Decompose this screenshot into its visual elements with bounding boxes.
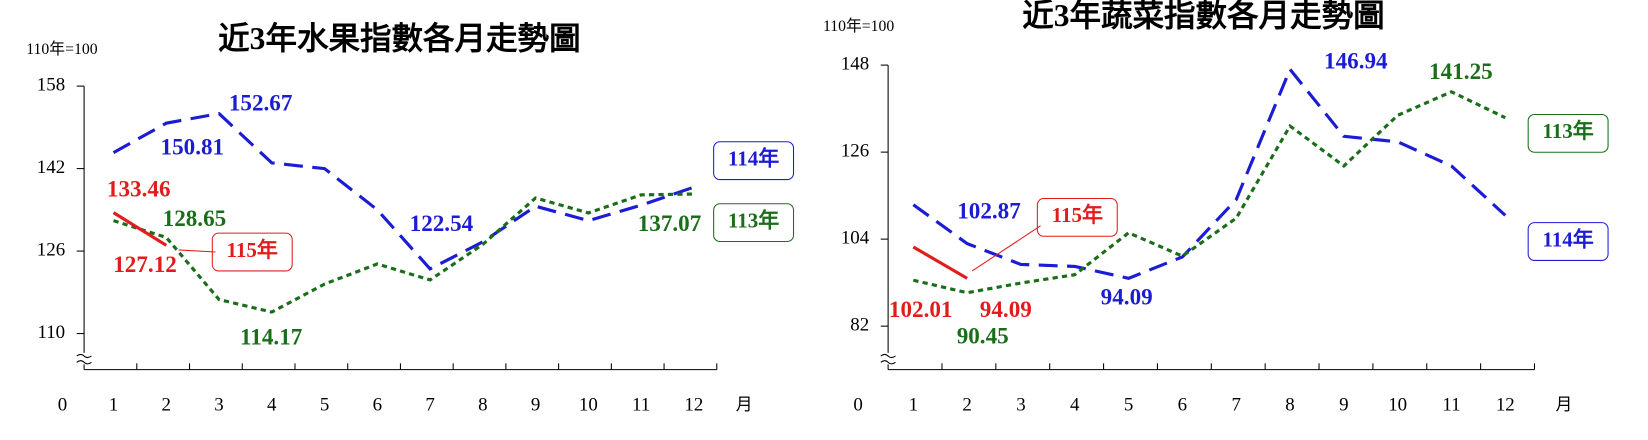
legend-box <box>713 203 795 243</box>
x-tick-label: 12 <box>1496 395 1515 416</box>
unit-label: 110年=100 <box>26 40 97 58</box>
x-tick-label: 2 <box>162 395 171 416</box>
x-tick-label: 10 <box>1388 395 1407 416</box>
y-tick-label: 126 <box>37 239 65 260</box>
legend-label: 115年 <box>1052 203 1103 227</box>
x-tick-label: 8 <box>1285 395 1294 416</box>
y-tick-label: 158 <box>37 74 65 95</box>
x-tick-label: 8 <box>478 395 487 416</box>
legend-label: 114年 <box>728 147 779 171</box>
x-tick-label: 3 <box>214 395 223 416</box>
x-tick-label: 7 <box>425 395 434 416</box>
y-tick-label: 104 <box>841 227 870 248</box>
data-label: 152.67 <box>229 89 293 115</box>
chart-title: 近3年蔬菜指數各月走勢圖 <box>1022 0 1384 33</box>
series-line <box>113 192 694 314</box>
y-tick-label: 126 <box>841 140 869 161</box>
chart-title: 近3年水果指數各月走勢圖 <box>218 20 580 56</box>
x-tick-label: 10 <box>579 395 598 416</box>
data-label: 150.81 <box>161 133 225 159</box>
x-tick-label: 6 <box>1178 395 1187 416</box>
data-label: 102.87 <box>957 197 1021 223</box>
x-tick-label: 1 <box>909 395 918 416</box>
x-tick-label: 1 <box>109 395 118 416</box>
legend-label: 113年 <box>1542 119 1593 143</box>
axis-break <box>76 353 92 365</box>
legend-label: 115年 <box>227 238 278 262</box>
x-unit: 月 <box>736 395 753 414</box>
data-label: 102.01 <box>889 296 953 322</box>
series-line <box>912 245 968 280</box>
data-label: 94.09 <box>980 296 1032 322</box>
x-tick-label: 5 <box>320 395 329 416</box>
axis-break <box>880 353 896 365</box>
data-label: 133.46 <box>107 175 171 201</box>
data-label: 90.45 <box>957 322 1009 348</box>
legend-label: 114年 <box>1542 227 1593 251</box>
data-label: 137.07 <box>638 210 702 236</box>
legend-leader <box>178 249 216 253</box>
x-tick-label: 11 <box>1442 395 1460 416</box>
series-line <box>912 90 1506 295</box>
data-label: 114.17 <box>240 323 302 349</box>
x-tick-label: 6 <box>373 395 382 416</box>
legend-label: 113年 <box>728 208 779 232</box>
legend-box <box>1036 197 1118 237</box>
series-line <box>912 66 1507 280</box>
x-tick-label: 3 <box>1016 395 1025 416</box>
legend-box <box>713 141 795 181</box>
x-tick-label: 9 <box>531 395 540 416</box>
x-tick-label: 7 <box>1231 395 1240 416</box>
data-label: 127.12 <box>113 251 177 277</box>
unit-label: 110年=100 <box>823 17 894 35</box>
origin-label: 0 <box>853 395 862 416</box>
y-tick-label: 142 <box>37 157 65 178</box>
x-tick-label: 2 <box>962 395 971 416</box>
y-tick-label: 148 <box>841 53 869 74</box>
x-tick-label: 4 <box>267 395 277 416</box>
legend-box <box>1527 113 1609 153</box>
x-tick-label: 12 <box>684 395 703 416</box>
origin-label: 0 <box>58 395 67 416</box>
data-label: 122.54 <box>410 210 474 236</box>
legend-leader <box>971 225 1041 272</box>
series-line <box>112 111 695 271</box>
y-tick-label: 110 <box>37 322 65 343</box>
legend-box <box>1527 222 1609 261</box>
x-tick-label: 11 <box>632 395 650 416</box>
x-tick-label: 9 <box>1339 395 1348 416</box>
y-tick-label: 82 <box>850 314 869 335</box>
x-tick-label: 4 <box>1070 395 1080 416</box>
data-label: 146.94 <box>1324 47 1388 73</box>
data-label: 94.09 <box>1101 284 1153 310</box>
series-line <box>112 211 168 247</box>
x-unit: 月 <box>1556 395 1573 414</box>
data-label: 141.25 <box>1429 58 1493 84</box>
x-tick-label: 5 <box>1124 395 1133 416</box>
data-label: 128.65 <box>163 205 227 231</box>
